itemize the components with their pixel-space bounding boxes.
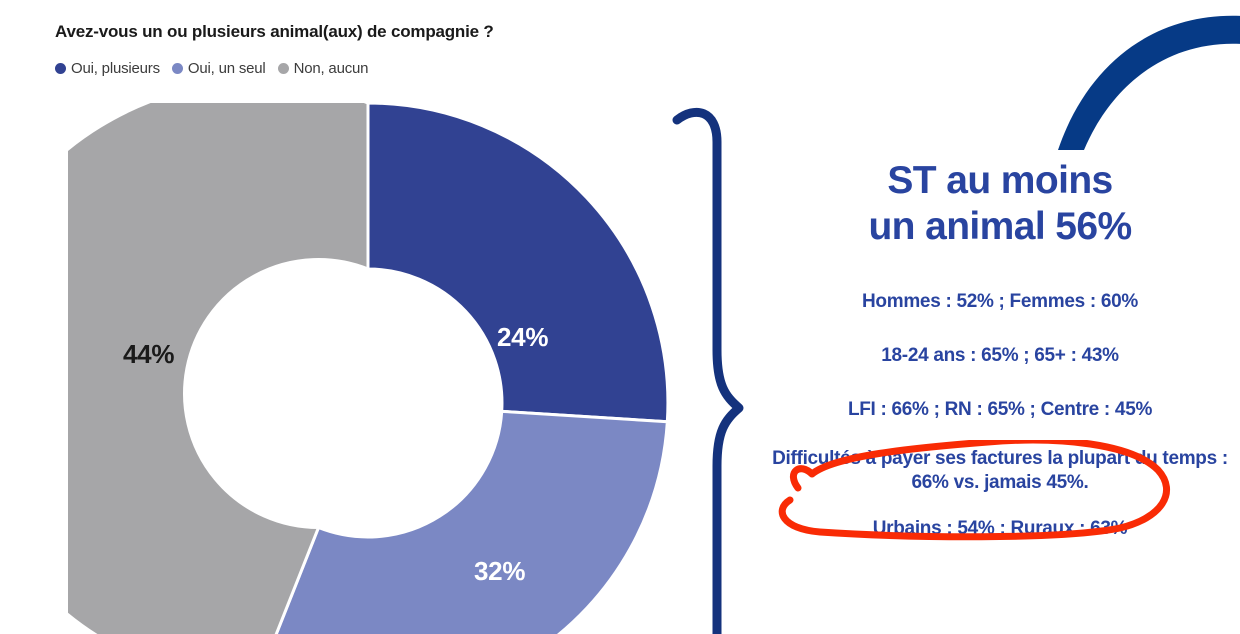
legend-label: Non, aucun	[293, 60, 369, 77]
donut-slice-oui-plusieurs[interactable]	[366, 103, 668, 424]
stat-line-age: 18-24 ans : 65% ; 65+ : 43%	[881, 344, 1119, 366]
donut-value-label-non-aucun: 44%	[123, 339, 175, 369]
donut-value-label-oui-un-seul: 32%	[474, 556, 526, 586]
donut-slice-oui-un-seul[interactable]	[257, 409, 668, 634]
stat-line-geography: Urbains : 54% ; Ruraux : 63%	[872, 517, 1128, 539]
stat-line-bills: Difficultés à payer ses factures la plup…	[772, 448, 1228, 494]
donut-chart: 24% 32% 44%	[68, 103, 668, 634]
chart-title: Avez-vous un ou plusieurs animal(aux) de…	[55, 22, 494, 41]
legend-swatch-icon	[55, 63, 66, 74]
panel-headline: ST au moins un animal 56%	[770, 158, 1230, 250]
donut-chart-svg	[68, 103, 668, 634]
panel-headline-line-2: un animal 56%	[868, 205, 1132, 249]
corner-swoosh-decoration	[1058, 15, 1240, 150]
legend-label: Oui, plusieurs	[71, 60, 160, 77]
donut-slice-non-aucun[interactable]	[68, 103, 370, 634]
chart-legend: Oui, plusieurs Oui, un seul Non, aucun	[55, 60, 369, 77]
legend-label: Oui, un seul	[187, 60, 266, 77]
stat-line-gender: Hommes : 52% ; Femmes : 60%	[862, 291, 1138, 313]
summary-panel: ST au moins un animal 56% Hommes : 52% ;…	[770, 158, 1230, 541]
donut-value-label-oui-plusieurs: 24%	[497, 322, 549, 352]
panel-headline-line-1: ST au moins	[887, 159, 1113, 202]
legend-swatch-icon	[171, 63, 183, 74]
legend-item-oui-un-seul[interactable]: Oui, un seul	[171, 60, 266, 77]
curly-brace-decoration	[672, 107, 744, 634]
legend-item-non-aucun[interactable]: Non, aucun	[277, 60, 369, 77]
stat-line-politics: LFI : 66% ; RN : 65% ; Centre : 45%	[847, 398, 1153, 420]
legend-swatch-icon	[277, 63, 289, 74]
legend-item-oui-plusieurs[interactable]: Oui, plusieurs	[55, 60, 160, 77]
